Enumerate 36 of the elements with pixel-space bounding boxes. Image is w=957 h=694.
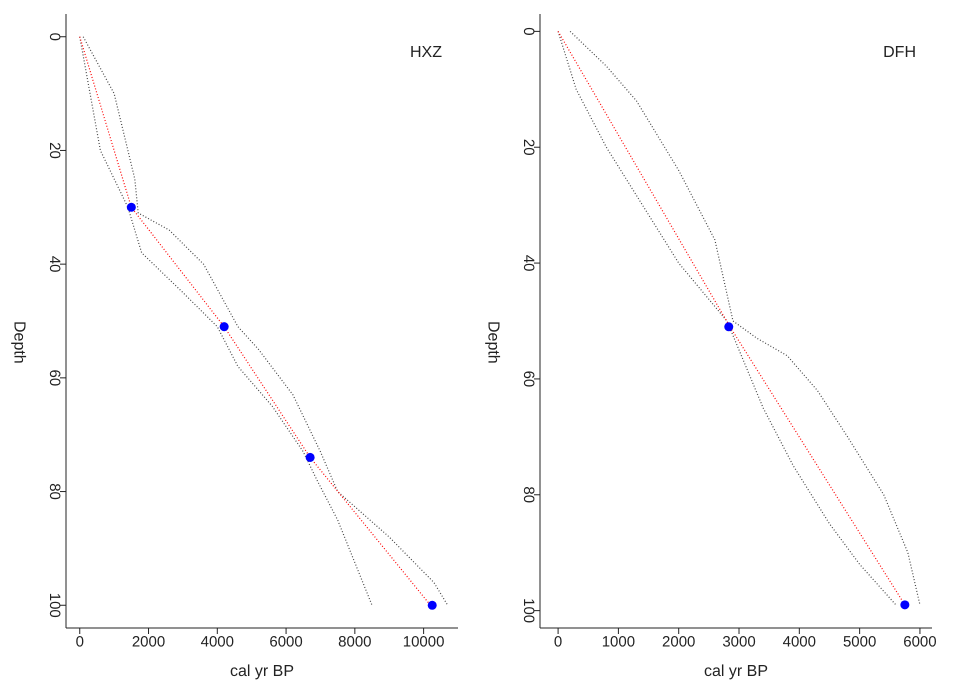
- y-tick-label: 20: [520, 138, 537, 156]
- line-series: [79, 36, 373, 606]
- x-tick-label: 5000: [842, 634, 876, 651]
- y-tick-label: 20: [46, 142, 63, 159]
- x-tick-label: 10000: [402, 634, 444, 651]
- point: [428, 600, 437, 610]
- x-tick-label: 6000: [269, 634, 303, 651]
- y-tick-label: 60: [46, 370, 63, 386]
- annotation: DFH: [883, 44, 916, 62]
- y-axis-title: Depth: [10, 321, 28, 364]
- x-tick-label: 4000: [200, 634, 234, 651]
- y-tick-label: 80: [46, 483, 63, 500]
- x-axis-title: cal yr BP: [230, 663, 294, 680]
- y-tick-label: 60: [520, 370, 537, 388]
- y-tick-label: 100: [520, 598, 537, 624]
- y-tick-label: 40: [46, 256, 63, 272]
- x-tick-label: 6000: [903, 634, 937, 651]
- x-tick-label: 2000: [662, 634, 696, 651]
- x-tick-label: 0: [76, 634, 84, 651]
- x-tick-label: 3000: [722, 634, 756, 651]
- point: [220, 322, 229, 332]
- point: [126, 202, 136, 212]
- y-tick-label: 40: [520, 254, 537, 272]
- x-tick-label: 2000: [132, 634, 166, 651]
- x-tick-label: 1000: [602, 634, 636, 651]
- x-tick-label: 4000: [782, 634, 816, 651]
- annotation: HXZ: [410, 44, 442, 62]
- point: [306, 452, 315, 462]
- x-tick-label: 8000: [338, 634, 372, 651]
- x-tick-label: 0: [554, 634, 562, 651]
- y-tick-label: 80: [520, 486, 537, 504]
- x-axis-title: cal yr BP: [704, 663, 768, 680]
- y-axis-title: Depth: [484, 321, 502, 364]
- y-tick-label: 0: [46, 32, 63, 41]
- y-tick-label: 0: [520, 27, 537, 36]
- y-tick-label: 100: [46, 592, 63, 618]
